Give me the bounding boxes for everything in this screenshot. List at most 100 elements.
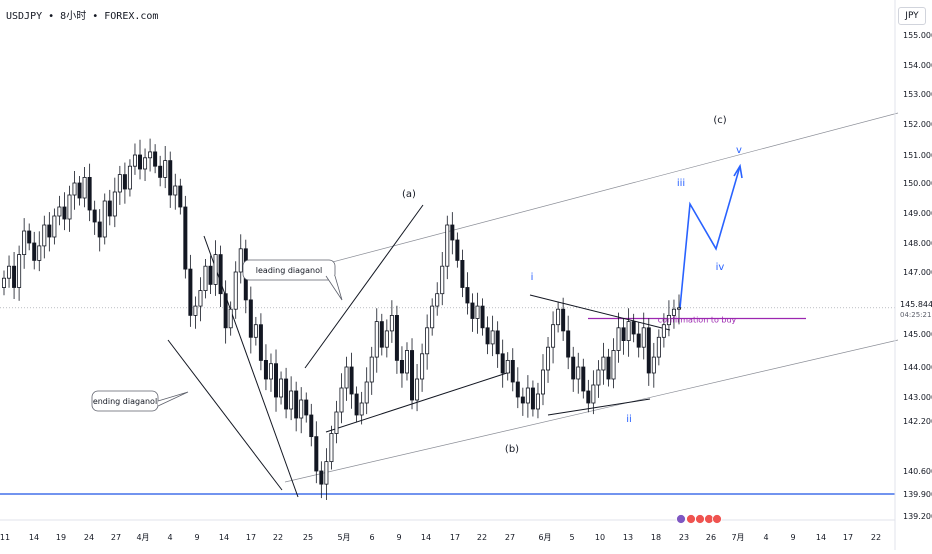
candle-body	[72, 182, 77, 196]
candle-body	[404, 350, 409, 374]
candle-body	[173, 185, 178, 196]
x-tick-label: 23	[679, 533, 689, 542]
candle-body	[540, 369, 545, 395]
candle-body	[218, 254, 223, 295]
x-tick-label: 24	[84, 533, 94, 542]
candle-body	[334, 411, 339, 434]
candle-body	[17, 254, 22, 288]
candle-body	[576, 366, 581, 380]
candle-body	[314, 436, 319, 472]
candle-body	[289, 390, 294, 410]
candle-body	[12, 265, 17, 288]
candle-body	[349, 366, 354, 395]
candle-body	[480, 305, 485, 329]
candle-body	[430, 305, 435, 329]
x-tick-label: 14	[219, 533, 229, 542]
candle-body	[37, 245, 42, 261]
candle-body	[7, 265, 12, 279]
candle-body	[666, 314, 671, 326]
candle-body	[183, 206, 188, 270]
candle-body	[677, 307, 682, 310]
candle-body	[616, 327, 621, 351]
candle-body	[304, 399, 309, 416]
candle-body	[268, 363, 273, 380]
y-tick-label: 155.000	[903, 31, 932, 40]
candles-layer	[2, 138, 682, 500]
candle-body	[636, 333, 641, 348]
candle-body	[284, 378, 289, 410]
confirmation-label: confirmation to buy	[658, 316, 737, 325]
candle-body	[420, 353, 425, 380]
candle-body	[389, 314, 394, 332]
candle-body	[384, 330, 389, 348]
wave-label: (c)	[713, 115, 726, 126]
candle-body	[32, 242, 37, 261]
candle-body	[168, 160, 173, 196]
candle-body	[127, 165, 132, 190]
candle-body	[530, 387, 535, 410]
x-tick-label: 27	[505, 533, 515, 542]
candle-body	[203, 265, 208, 292]
y-tick-label: 153.000	[903, 90, 932, 99]
wave-label: iv	[716, 262, 725, 273]
candle-body	[671, 308, 676, 316]
candle-body	[107, 200, 112, 217]
wave-label: v	[736, 145, 742, 156]
y-tick-label: 144.000	[903, 363, 932, 372]
candle-body	[520, 396, 525, 404]
candle-body	[344, 366, 349, 389]
candle-body	[198, 290, 203, 307]
event-icon	[686, 514, 696, 524]
y-tick-label: 143.000	[903, 393, 932, 402]
candle-body	[77, 182, 82, 199]
candle-body	[656, 336, 661, 358]
y-tick-label: 149.000	[903, 209, 932, 218]
candle-body	[621, 327, 626, 341]
x-tick-label: 5	[569, 533, 574, 542]
wave-label: (b)	[505, 444, 519, 455]
candle-body	[465, 287, 470, 304]
candle-body	[223, 293, 228, 329]
candle-body	[450, 224, 455, 241]
x-tick-label: 6月	[538, 533, 551, 542]
triangle-lower	[547, 398, 651, 416]
candle-body	[329, 433, 334, 463]
event-icon	[712, 514, 722, 524]
candle-body	[62, 206, 67, 220]
candle-body	[415, 378, 420, 401]
y-tick-label: 151.000	[903, 151, 932, 160]
currency-selector[interactable]: JPY	[898, 7, 926, 25]
candle-body	[490, 330, 495, 345]
candle-body	[27, 230, 32, 244]
candle-body	[193, 305, 198, 316]
candle-body	[138, 154, 143, 170]
x-tick-label: 9	[396, 533, 401, 542]
candle-body	[97, 221, 102, 238]
y-tick-label: 147.000	[903, 268, 932, 277]
x-tick-label: 14	[816, 533, 826, 542]
channel-lower-line	[284, 339, 899, 483]
candle-body	[369, 356, 374, 383]
candle-body	[309, 414, 314, 438]
price-label-value: 145.844	[900, 300, 932, 309]
x-tick-label: 18	[651, 533, 661, 542]
x-tick-label: 4月	[136, 533, 149, 542]
x-tick-label: 19	[56, 533, 66, 542]
candle-body	[299, 399, 304, 419]
candle-body	[258, 324, 263, 361]
candle-body	[591, 384, 596, 404]
x-tick-label: 22	[477, 533, 487, 542]
candle-body	[153, 151, 158, 167]
x-tick-label: 4	[167, 533, 172, 542]
candle-body	[248, 299, 253, 338]
candle-body	[57, 206, 62, 217]
candle-body	[238, 248, 243, 273]
candle-body	[460, 259, 465, 288]
candle-body	[566, 330, 571, 358]
wave-label: (a)	[402, 189, 416, 200]
candle-body	[586, 390, 591, 404]
y-tick-label: 142.200	[903, 417, 932, 426]
